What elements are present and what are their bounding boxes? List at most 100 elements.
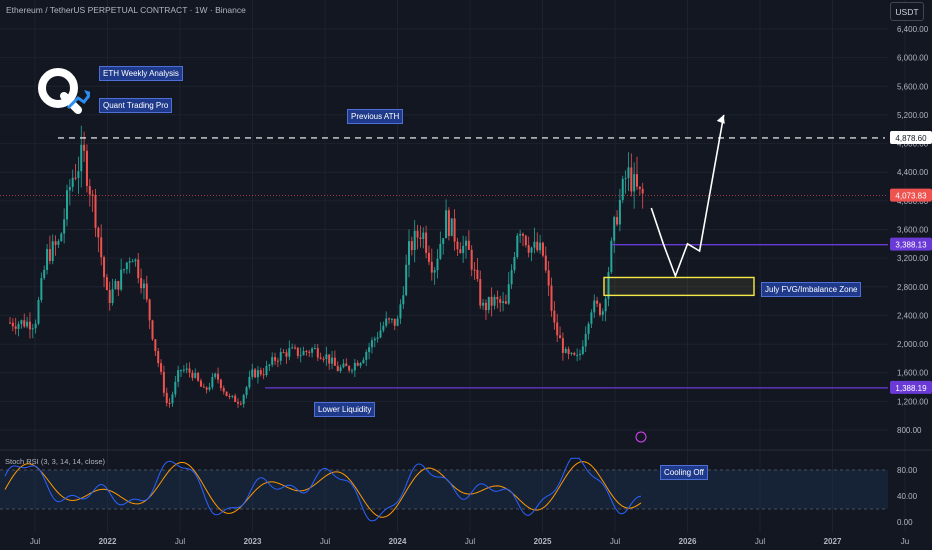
candle-body (208, 387, 211, 390)
candle-body (353, 362, 356, 371)
price-label-box (890, 188, 932, 202)
time-tick-label: Ju (901, 537, 909, 546)
candle-body (556, 322, 559, 336)
candle-body (11, 322, 14, 327)
candle-body (328, 354, 331, 364)
candle-body (28, 321, 31, 330)
price-tick-label: 2,400.00 (897, 311, 929, 320)
candle-body (479, 279, 482, 306)
price-tick-label: 800.00 (897, 426, 922, 435)
candle-body (576, 354, 579, 356)
candle-body (234, 395, 237, 402)
candle-body (530, 247, 533, 253)
candle-body (151, 320, 154, 340)
candle-body (294, 347, 296, 349)
candle-body (447, 210, 450, 236)
candle-body (100, 237, 103, 258)
candle-body (482, 302, 485, 306)
candle-body (356, 362, 359, 366)
candle-body (160, 363, 163, 372)
candle-body (527, 245, 530, 253)
candle-body (533, 241, 536, 248)
fvg-zone-group (603, 276, 755, 297)
time-tick-label: 2026 (679, 537, 697, 546)
candle-body (379, 330, 382, 338)
candle-body (77, 171, 80, 178)
candle-body (228, 396, 231, 398)
candle-body (536, 241, 539, 251)
time-tick-label: 2027 (824, 537, 842, 546)
candle-body (436, 258, 439, 271)
candle-body (596, 300, 599, 304)
candle-body (148, 299, 151, 321)
candle-body (251, 369, 254, 377)
price-tick-label: 3,600.00 (897, 226, 929, 235)
currency-button[interactable]: USDT (890, 2, 924, 21)
candle-body (633, 174, 636, 192)
candle-body (590, 312, 593, 324)
candle-body (467, 240, 470, 250)
candle-body (641, 188, 644, 194)
candle-body (305, 351, 308, 353)
candle-body (621, 178, 624, 200)
candle-body (627, 167, 630, 179)
candle-body (419, 237, 422, 239)
candle-body (171, 394, 174, 404)
candle-body (302, 351, 305, 356)
candle-body (439, 243, 442, 259)
candle-body (618, 199, 621, 225)
candle-body (496, 296, 499, 300)
candle-body (427, 252, 430, 262)
candle-body (20, 320, 23, 324)
candle-body (473, 269, 476, 271)
candle-body (222, 387, 225, 392)
candle-body (123, 269, 125, 271)
candle-body (117, 281, 120, 290)
candle-body (177, 370, 180, 382)
candle-body (376, 337, 379, 339)
candle-body (638, 186, 641, 189)
candle-body (567, 348, 570, 354)
candle-body (348, 366, 351, 371)
candle-body (316, 348, 319, 358)
candle-body (579, 353, 581, 355)
candle-body (502, 301, 505, 303)
annotation-brand-sub: Quant Trading Pro (99, 98, 173, 113)
candle-body (282, 352, 285, 354)
candle-body (513, 257, 516, 271)
candle-body (370, 340, 373, 348)
price-tick-label: 6,400.00 (897, 25, 929, 34)
candle-body (37, 300, 40, 324)
candle-body (254, 369, 257, 378)
candle-body (604, 298, 607, 312)
candle-body (165, 392, 168, 403)
candle-body (48, 249, 51, 261)
annotation-previous-ath: Previous ATH (347, 109, 404, 124)
candle-body (140, 278, 143, 289)
candle-body (137, 259, 140, 279)
candle-body (288, 348, 291, 357)
candle-body (487, 296, 490, 311)
time-axis: Jul 2022 Jul 2023 Jul 2024 Jul 2025 Jul 2026 Jul 20… (30, 537, 909, 546)
candle-body (539, 242, 542, 251)
candle-body (105, 277, 108, 291)
candle-body (274, 357, 277, 361)
candle-body (219, 379, 222, 388)
candle-body (593, 300, 596, 313)
annotation-lower-liquidity: Lower Liquidity (314, 402, 376, 417)
candle-body (180, 370, 182, 372)
annotation-brand-title: ETH Weekly Analysis (99, 66, 183, 81)
candle-body (610, 240, 613, 273)
candle-body (205, 387, 208, 390)
candle-body (550, 285, 553, 311)
candle-body (211, 376, 214, 388)
time-tick-label: Jul (30, 537, 40, 546)
candle-body (564, 348, 567, 353)
candle-body (405, 264, 408, 296)
candle-body (365, 352, 368, 360)
candle-body (231, 395, 234, 397)
candle-body (256, 370, 259, 378)
candle-body (217, 373, 220, 380)
candle-body (114, 281, 117, 290)
